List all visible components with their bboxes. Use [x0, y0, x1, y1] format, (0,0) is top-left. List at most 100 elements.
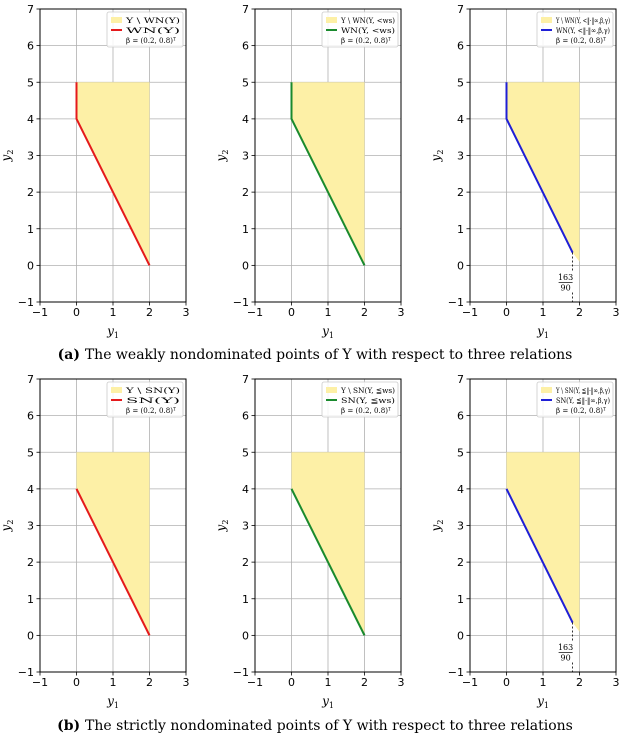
y-tick-label: 0 [242, 629, 249, 642]
subplot-6: 163 90 −1 0 1 2 3 −1 0 1 2 3 4 5 6 7 y1 y2 Y \ SN(Y, ≦‖·‖∞… [429, 373, 620, 710]
y-tick-label: 1 [27, 593, 34, 606]
y-tick-label: 6 [457, 410, 464, 423]
y-tick-label: −1 [18, 666, 34, 679]
legend: Y \ SN(Y, ≦ws)SN(Y, ≦ws)β = (0.2, 0.8)ᵀ [321, 381, 399, 418]
legend-swatch-region [326, 387, 337, 393]
subplot-2: −1 0 1 2 3 −1 0 1 2 3 4 5 6 7 y1 y2 Y \ WN(Y, <ws)WN(Y, … [214, 3, 405, 340]
x-tick-label: 2 [146, 676, 153, 689]
y-tick-label: 5 [27, 446, 34, 459]
x-tick-label: 3 [183, 676, 190, 689]
legend-label-region: Y \ SN(Y) [124, 386, 180, 395]
legend: Y \ WN(Y, <‖·‖∞,β,γ)WN(Y, <‖·‖∞,β,γ)β = … [536, 11, 614, 48]
x-tick-label: −1 [462, 306, 478, 319]
x-tick-label: 1 [325, 676, 332, 689]
y-axis-label: y2 [429, 150, 445, 163]
x-tick-label: 1 [540, 676, 547, 689]
y-tick-label: 4 [242, 483, 249, 496]
y-axis-label: y2 [214, 520, 230, 533]
legend: Y \ WN(Y)WN(Y)β = (0.2, 0.8)ᵀ [106, 11, 184, 48]
y-tick-label: 4 [457, 483, 464, 496]
y-tick-label: 7 [27, 373, 34, 386]
y-tick-label: 0 [27, 629, 34, 642]
annotation-box [556, 272, 575, 292]
legend-box [536, 11, 614, 48]
feasible-region [506, 82, 580, 262]
y-tick-label: 1 [242, 593, 249, 606]
x-tick-label: −1 [462, 676, 478, 689]
series-line [290, 488, 366, 636]
y-tick-label: 2 [27, 556, 34, 569]
x-axis-label: y1 [321, 324, 334, 340]
y-tick-label: 6 [242, 410, 249, 423]
legend-label-region: Y \ WN(Y) [125, 16, 181, 25]
x-tick-label: 1 [110, 306, 117, 319]
legend-label-beta: β = (0.2, 0.8)ᵀ [341, 406, 392, 415]
x-tick-label: 2 [576, 676, 583, 689]
caption-b: (b) The strictly nondominated points of … [57, 718, 573, 734]
x-tick-label: 2 [576, 306, 583, 319]
y-tick-label: 3 [27, 520, 34, 533]
subplot-5: −1 0 1 2 3 −1 0 1 2 3 4 5 6 7 y1 y2 Y \ SN(Y, ≦ws)SN(Y, … [214, 373, 405, 710]
legend-label-beta: β = (0.2, 0.8)ᵀ [556, 36, 607, 45]
x-tick-label: 3 [613, 306, 620, 319]
y-tick-label: −1 [233, 666, 249, 679]
y-tick-label: 3 [27, 150, 34, 163]
legend-label-line: WN(Y, <‖·‖∞,β,γ) [556, 26, 610, 35]
y-tick-label: 7 [457, 3, 464, 16]
x-tick-label: 1 [325, 306, 332, 319]
x-tick-label: 0 [73, 676, 80, 689]
y-tick-label: 2 [457, 186, 464, 199]
y-tick-label: 3 [242, 520, 249, 533]
y-tick-label: −1 [448, 296, 464, 309]
legend-label-beta: β = (0.2, 0.8)ᵀ [341, 36, 392, 45]
legend-label-line: WN(Y, <ws) [341, 26, 395, 35]
y-tick-label: 5 [242, 446, 249, 459]
feasible-region [76, 82, 150, 266]
y-tick-label: 7 [242, 373, 249, 386]
legend: Y \ SN(Y, ≦‖·‖∞,β,γ)SN(Y, ≦‖·‖∞,β,γ)β = … [536, 381, 614, 418]
legend-box [321, 381, 399, 418]
series-line [505, 488, 574, 624]
x-axis-label: y1 [106, 324, 119, 340]
legend-label-beta: β = (0.2, 0.8)ᵀ [126, 36, 177, 45]
series-line [75, 82, 151, 266]
annotation-numerator: 163 [558, 273, 573, 282]
y-tick-label: 0 [242, 259, 249, 272]
x-tick-label: 0 [503, 676, 510, 689]
feasible-region [291, 452, 365, 636]
annotation-box [556, 642, 575, 662]
y-axis-label: y2 [214, 150, 230, 163]
x-tick-label: 0 [288, 676, 295, 689]
legend-label-region: Y \ SN(Y, ≦ws) [340, 386, 395, 395]
y-tick-label: 0 [457, 629, 464, 642]
legend: Y \ WN(Y, <ws)WN(Y, <ws)β = (0.2, 0.8)ᵀ [321, 11, 399, 48]
legend: Y \ SN(Y)SN(Y)β = (0.2, 0.8)ᵀ [106, 381, 184, 418]
x-tick-label: 3 [398, 676, 405, 689]
y-tick-label: 6 [242, 40, 249, 53]
y-tick-label: 6 [457, 40, 464, 53]
legend-box [106, 11, 184, 48]
x-tick-label: 2 [361, 676, 368, 689]
x-tick-label: 2 [361, 306, 368, 319]
y-tick-label: 5 [457, 446, 464, 459]
series-line [290, 82, 366, 266]
caption-a: (a) The weakly nondominated points of Y … [58, 347, 573, 363]
x-axis-label: y1 [536, 324, 549, 340]
x-axis-label: y1 [321, 694, 334, 710]
legend-swatch-region [541, 387, 552, 393]
legend-box [536, 381, 614, 418]
x-tick-label: −1 [247, 306, 263, 319]
y-tick-label: 2 [27, 186, 34, 199]
y-tick-label: 5 [27, 76, 34, 89]
feasible-region [291, 82, 365, 266]
y-tick-label: 7 [242, 3, 249, 16]
x-tick-label: 3 [613, 676, 620, 689]
y-tick-label: 3 [242, 150, 249, 163]
y-tick-label: 2 [457, 556, 464, 569]
feasible-region [76, 452, 150, 636]
x-axis-label: y1 [106, 694, 119, 710]
x-tick-label: 0 [288, 306, 295, 319]
y-tick-label: −1 [233, 296, 249, 309]
y-tick-label: −1 [448, 666, 464, 679]
